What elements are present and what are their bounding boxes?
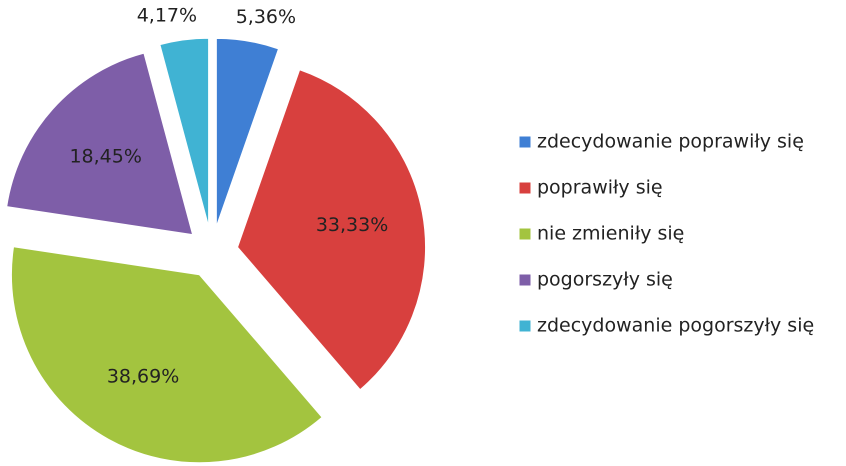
data-label: 18,45% bbox=[69, 146, 141, 168]
pie-slice bbox=[215, 37, 280, 227]
legend-label: zdecydowanie poprawiły się bbox=[537, 131, 804, 153]
legend-label: pogorszyły się bbox=[537, 269, 673, 291]
pie-slice bbox=[236, 69, 426, 391]
data-label: 38,69% bbox=[107, 365, 179, 387]
legend-swatch bbox=[518, 135, 532, 149]
pie-slice bbox=[10, 246, 323, 464]
pie-slice bbox=[6, 52, 194, 236]
pie-slice bbox=[159, 37, 210, 227]
legend-swatch bbox=[518, 319, 532, 333]
legend-swatch bbox=[518, 227, 532, 241]
legend-label: poprawiły się bbox=[537, 177, 663, 199]
legend-swatch bbox=[518, 273, 532, 287]
data-label: 4,17% bbox=[137, 5, 197, 27]
legend-label: zdecydowanie pogorszyły się bbox=[537, 315, 814, 337]
data-label: 33,33% bbox=[316, 214, 388, 236]
data-label: 5,36% bbox=[236, 6, 296, 28]
legend-swatch bbox=[518, 181, 532, 195]
legend-label: nie zmieniły się bbox=[537, 223, 684, 245]
